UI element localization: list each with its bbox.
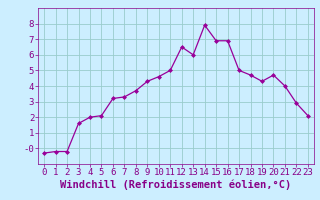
X-axis label: Windchill (Refroidissement éolien,°C): Windchill (Refroidissement éolien,°C): [60, 180, 292, 190]
